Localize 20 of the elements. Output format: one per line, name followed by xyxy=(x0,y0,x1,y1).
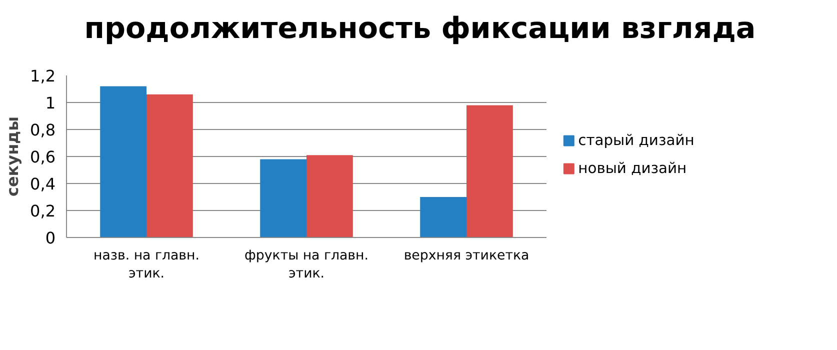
legend-label: новый дизайн xyxy=(578,160,687,178)
y-axis-title: секунды xyxy=(3,116,22,196)
x-tick-label: назв. на главн. этик. xyxy=(94,248,200,282)
y-tick-label: 0 xyxy=(45,228,56,248)
y-tick-label: 0,4 xyxy=(30,174,56,194)
y-tick-label: 1,2 xyxy=(30,66,56,86)
legend-label: старый дизайн xyxy=(578,132,694,150)
y-tick-label: 1 xyxy=(45,93,56,112)
x-tick-label: фрукты на главн. этик. xyxy=(244,248,368,282)
y-tick-label: 0,8 xyxy=(30,120,56,140)
bar xyxy=(146,94,193,238)
bar xyxy=(420,196,466,238)
x-tick-label: верхняя этикетка xyxy=(404,248,530,264)
bar xyxy=(260,159,306,238)
y-tick-label: 0,2 xyxy=(30,201,56,220)
bar xyxy=(306,155,353,238)
bar xyxy=(466,105,513,238)
bar xyxy=(100,86,146,238)
chart-title: продолжительность фиксации взгляда xyxy=(84,10,756,47)
y-tick-label: 0,6 xyxy=(30,147,56,166)
